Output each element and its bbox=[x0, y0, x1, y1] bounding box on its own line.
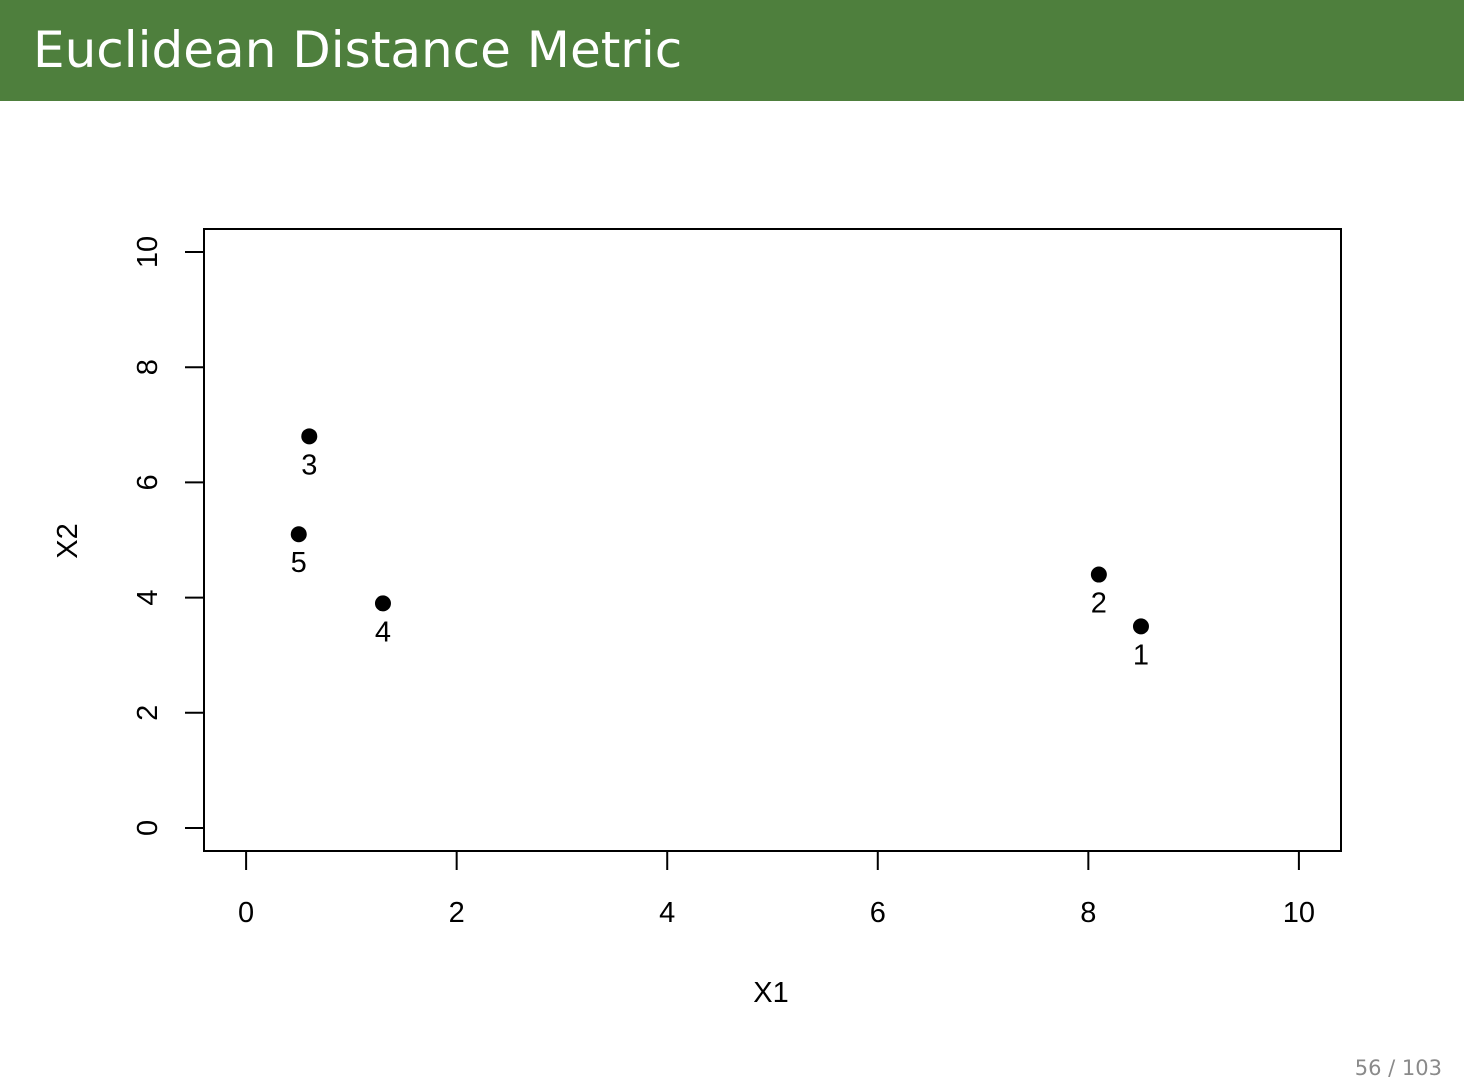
y-tick-label: 6 bbox=[132, 474, 164, 490]
page-number: 56 / 103 bbox=[1354, 1056, 1442, 1080]
y-axis: 0 2 4 6 8 10 bbox=[132, 236, 205, 836]
x-tick-label: 6 bbox=[870, 897, 886, 929]
plot-box bbox=[203, 228, 1342, 852]
data-point-label-4: 4 bbox=[375, 616, 391, 648]
x-tick-label: 10 bbox=[1283, 897, 1315, 929]
data-point-5 bbox=[290, 526, 307, 543]
y-tick-label: 0 bbox=[132, 820, 164, 836]
y-axis-label: X2 bbox=[52, 523, 84, 558]
x-tick-label: 8 bbox=[1080, 897, 1096, 929]
y-tick-label: 2 bbox=[132, 705, 164, 721]
data-point-label-2: 2 bbox=[1091, 588, 1107, 620]
data-point-4 bbox=[374, 595, 391, 612]
x-axis: 0 2 4 6 8 10 bbox=[238, 850, 1315, 929]
data-point-2 bbox=[1090, 566, 1107, 583]
data-point-1 bbox=[1132, 618, 1149, 635]
x-tick-label: 0 bbox=[238, 897, 254, 929]
x-tick-label: 2 bbox=[449, 897, 465, 929]
y-tick-label: 10 bbox=[132, 236, 164, 268]
slide-title: Euclidean Distance Metric bbox=[33, 21, 683, 79]
y-tick-label: 4 bbox=[132, 590, 164, 606]
data-point-label-3: 3 bbox=[301, 449, 317, 481]
x-tick-label: 4 bbox=[659, 897, 675, 929]
data-point-3 bbox=[301, 428, 318, 445]
data-points: 12 3 4 5 bbox=[291, 428, 1149, 671]
plot-frame bbox=[203, 228, 1342, 852]
data-point-label-5: 5 bbox=[291, 547, 307, 579]
data-point-label-1: 1 bbox=[1133, 639, 1149, 671]
x-axis-label: X1 bbox=[753, 977, 788, 1009]
title-bar: Euclidean Distance Metric bbox=[0, 0, 1464, 101]
y-tick-label: 8 bbox=[132, 359, 164, 375]
